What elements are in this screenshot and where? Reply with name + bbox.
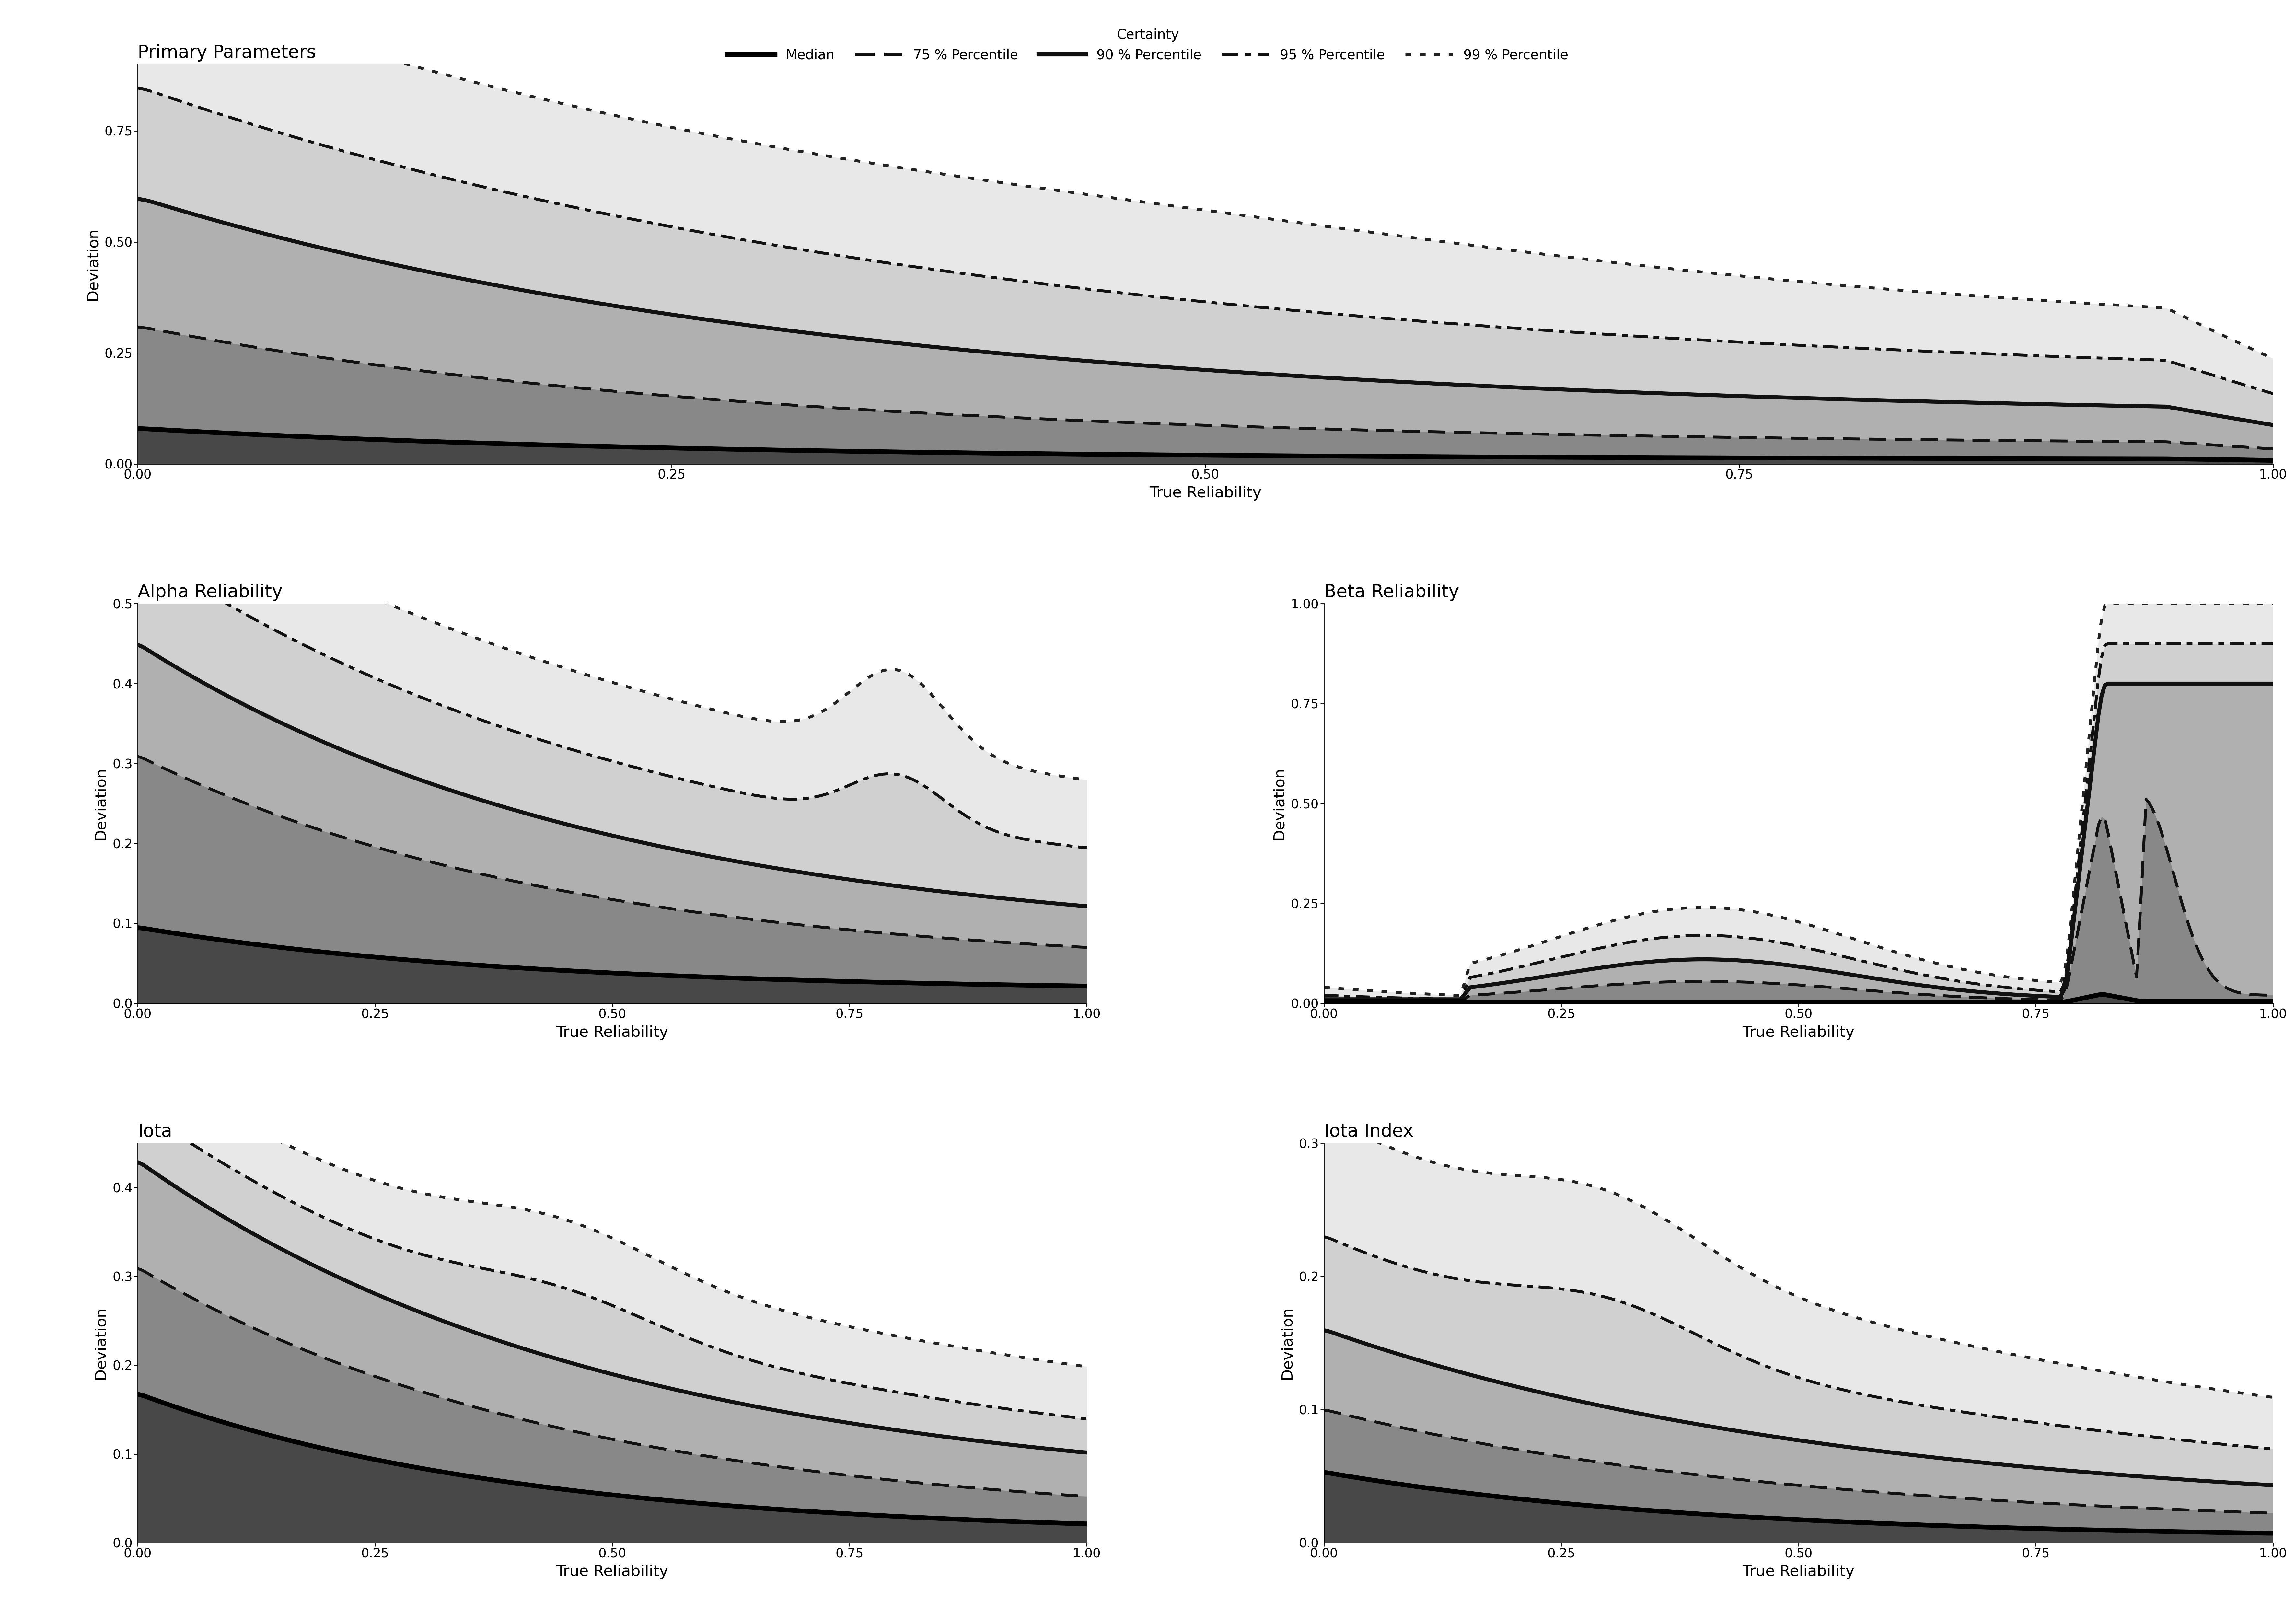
Text: Iota: Iota [138, 1123, 172, 1141]
Text: Beta Reliability: Beta Reliability [1325, 583, 1460, 601]
X-axis label: True Reliability: True Reliability [1743, 1025, 1855, 1040]
Legend: Median, 75 % Percentile, 90 % Percentile, 95 % Percentile, 99 % Percentile: Median, 75 % Percentile, 90 % Percentile… [723, 22, 1573, 67]
X-axis label: True Reliability: True Reliability [556, 1025, 668, 1040]
Y-axis label: Deviation: Deviation [1272, 767, 1286, 840]
Text: Primary Parameters: Primary Parameters [138, 43, 317, 61]
X-axis label: True Reliability: True Reliability [1743, 1565, 1855, 1580]
Y-axis label: Deviation: Deviation [94, 1306, 108, 1379]
Y-axis label: Deviation: Deviation [94, 767, 108, 840]
Y-axis label: Deviation: Deviation [85, 228, 101, 301]
X-axis label: True Reliability: True Reliability [1150, 485, 1261, 500]
Y-axis label: Deviation: Deviation [1279, 1306, 1295, 1379]
Text: Alpha Reliability: Alpha Reliability [138, 583, 282, 601]
X-axis label: True Reliability: True Reliability [556, 1565, 668, 1580]
Text: Iota Index: Iota Index [1325, 1123, 1414, 1141]
